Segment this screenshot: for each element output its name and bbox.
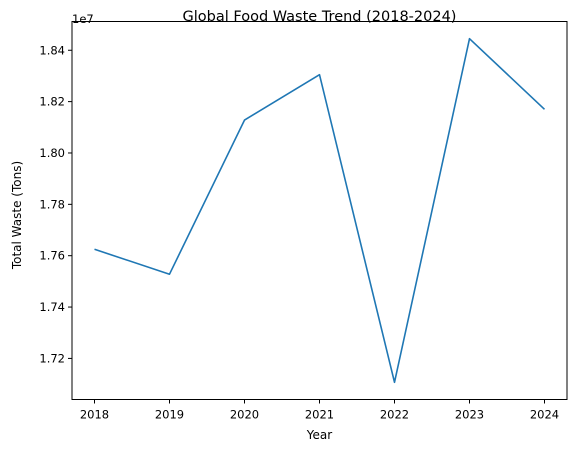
- y-tick-label: 1.84: [39, 43, 65, 57]
- x-tick-label: 2021: [305, 408, 334, 422]
- y-axis-ticks: 1.72 1.74 1.76 1.78 1.80 1.82 1.84: [39, 43, 72, 365]
- chart-title: Global Food Waste Trend (2018-2024): [183, 9, 457, 25]
- x-tick-label: 2020: [230, 408, 259, 422]
- x-tick-label: 2024: [530, 408, 559, 422]
- x-tick-label: 2018: [80, 408, 109, 422]
- series-line: [94, 37, 546, 384]
- x-tick-label: 2023: [455, 408, 484, 422]
- x-tick-label: 2022: [380, 408, 409, 422]
- y-tick-label: 1.74: [39, 300, 65, 314]
- y-tick-label: 1.72: [39, 351, 65, 365]
- y-tick-label: 1.82: [39, 95, 65, 109]
- x-tick-label: 2019: [155, 408, 184, 422]
- y-tick-label: 1.80: [39, 146, 65, 160]
- y-tick-label: 1.78: [39, 197, 65, 211]
- plot-frame: [71, 21, 568, 400]
- y-axis-offset-label: 1e7: [72, 12, 94, 26]
- y-tick-label: 1.76: [39, 249, 65, 263]
- x-axis-ticks: 2018 2019 2020 2021 2022 2023 2024: [80, 399, 559, 422]
- series-layer: [94, 37, 546, 384]
- x-axis-label: Year: [306, 428, 332, 442]
- y-axis-label: Total Waste (Tons): [10, 161, 24, 270]
